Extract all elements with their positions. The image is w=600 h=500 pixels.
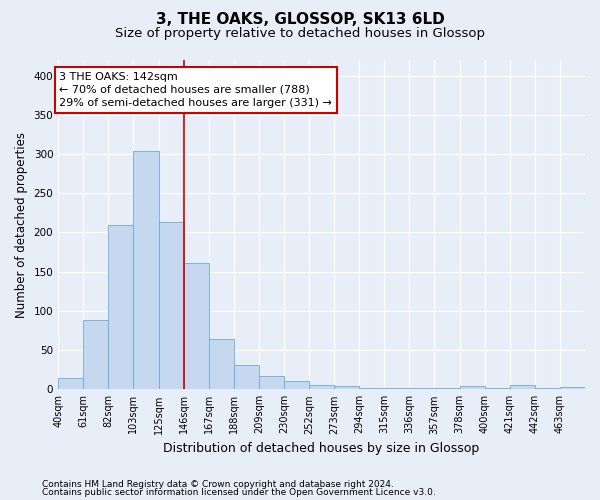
Text: Contains HM Land Registry data © Crown copyright and database right 2024.: Contains HM Land Registry data © Crown c… — [42, 480, 394, 489]
Bar — [334, 386, 359, 390]
X-axis label: Distribution of detached houses by size in Glossop: Distribution of detached houses by size … — [163, 442, 480, 455]
Bar — [209, 339, 234, 390]
Bar — [259, 376, 284, 390]
Text: 3, THE OAKS, GLOSSOP, SK13 6LD: 3, THE OAKS, GLOSSOP, SK13 6LD — [155, 12, 445, 28]
Bar — [284, 382, 309, 390]
Text: Size of property relative to detached houses in Glossop: Size of property relative to detached ho… — [115, 28, 485, 40]
Bar — [460, 386, 485, 390]
Bar — [510, 386, 535, 390]
Bar — [58, 378, 83, 390]
Bar — [359, 388, 385, 390]
Bar — [184, 263, 209, 390]
Bar — [434, 388, 460, 390]
Text: 3 THE OAKS: 142sqm
← 70% of detached houses are smaller (788)
29% of semi-detach: 3 THE OAKS: 142sqm ← 70% of detached hou… — [59, 72, 332, 108]
Bar — [234, 365, 259, 390]
Bar — [133, 151, 158, 390]
Bar — [535, 388, 560, 390]
Bar — [560, 387, 585, 390]
Bar — [485, 388, 510, 390]
Bar — [385, 388, 409, 390]
Bar — [409, 388, 434, 390]
Bar — [109, 224, 133, 390]
Y-axis label: Number of detached properties: Number of detached properties — [15, 132, 28, 318]
Text: Contains public sector information licensed under the Open Government Licence v3: Contains public sector information licen… — [42, 488, 436, 497]
Bar — [309, 384, 334, 390]
Bar — [158, 222, 184, 390]
Bar — [83, 320, 109, 390]
